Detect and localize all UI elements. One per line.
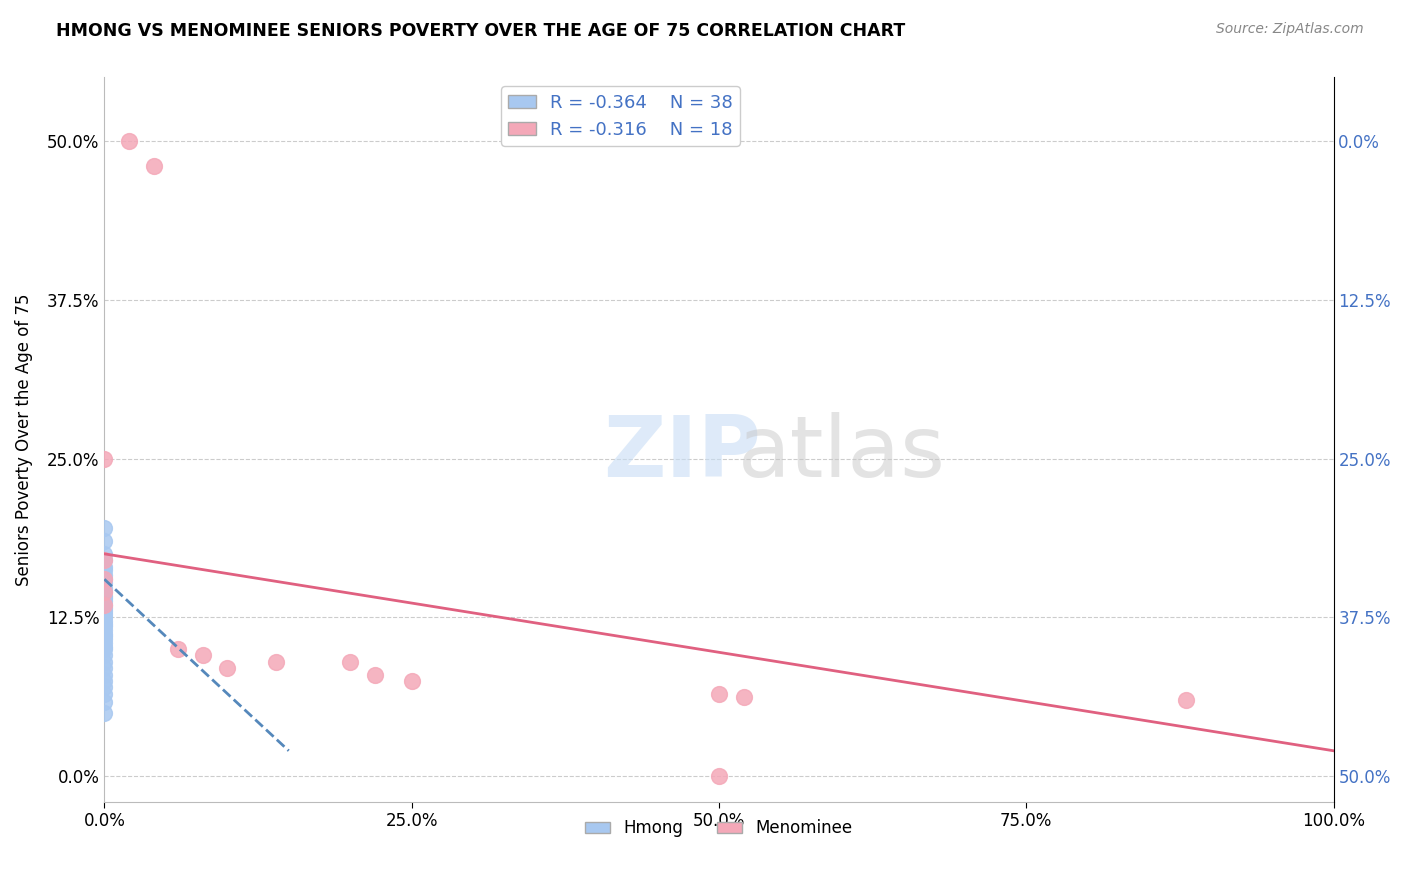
Point [93, 667, 115, 681]
Y-axis label: Seniors Poverty Over the Age of 75: Seniors Poverty Over the Age of 75 [15, 293, 32, 586]
Point [93, 534, 115, 549]
Point [93, 706, 115, 720]
Point [93, 572, 115, 586]
Point [93, 589, 115, 603]
Point [93, 547, 115, 561]
Point [93, 559, 115, 574]
Point [93, 521, 115, 535]
Point [93, 642, 115, 657]
Point [93, 607, 115, 621]
Point [93, 632, 115, 646]
Point [93, 627, 115, 641]
Point [93, 553, 115, 567]
Point [93, 576, 115, 591]
Point [93, 655, 115, 669]
Point [93, 581, 115, 595]
Point [93, 594, 115, 608]
Point [118, 134, 141, 148]
Point [707, 769, 730, 783]
Point [401, 673, 423, 688]
Point [733, 690, 755, 705]
Text: HMONG VS MENOMINEE SENIORS POVERTY OVER THE AGE OF 75 CORRELATION CHART: HMONG VS MENOMINEE SENIORS POVERTY OVER … [56, 22, 905, 40]
Legend: Hmong, Menominee: Hmong, Menominee [579, 813, 859, 844]
Point [93, 568, 115, 582]
Point [93, 553, 115, 567]
Text: atlas: atlas [738, 412, 946, 495]
Point [93, 648, 115, 663]
Point [191, 648, 214, 663]
Point [93, 636, 115, 650]
Point [93, 585, 115, 599]
Point [93, 640, 115, 654]
Point [93, 661, 115, 675]
Point [707, 687, 730, 701]
Point [93, 585, 115, 599]
Point [339, 655, 361, 669]
Point [93, 673, 115, 688]
Point [93, 604, 115, 618]
Point [93, 680, 115, 694]
Point [93, 598, 115, 612]
Text: Source: ZipAtlas.com: Source: ZipAtlas.com [1216, 22, 1364, 37]
Point [93, 687, 115, 701]
Point [93, 451, 115, 466]
Point [93, 616, 115, 631]
Point [93, 610, 115, 624]
Point [93, 614, 115, 628]
Point [93, 591, 115, 606]
Point [93, 598, 115, 612]
Point [93, 619, 115, 633]
Point [93, 563, 115, 577]
Point [364, 667, 387, 681]
Point [142, 160, 165, 174]
Point [217, 661, 239, 675]
Point [93, 601, 115, 615]
Point [93, 696, 115, 710]
Point [167, 642, 190, 657]
Point [1175, 693, 1198, 707]
Point [93, 623, 115, 637]
Point [93, 629, 115, 643]
Point [266, 655, 288, 669]
Text: ZIP: ZIP [603, 412, 761, 495]
Point [93, 572, 115, 586]
